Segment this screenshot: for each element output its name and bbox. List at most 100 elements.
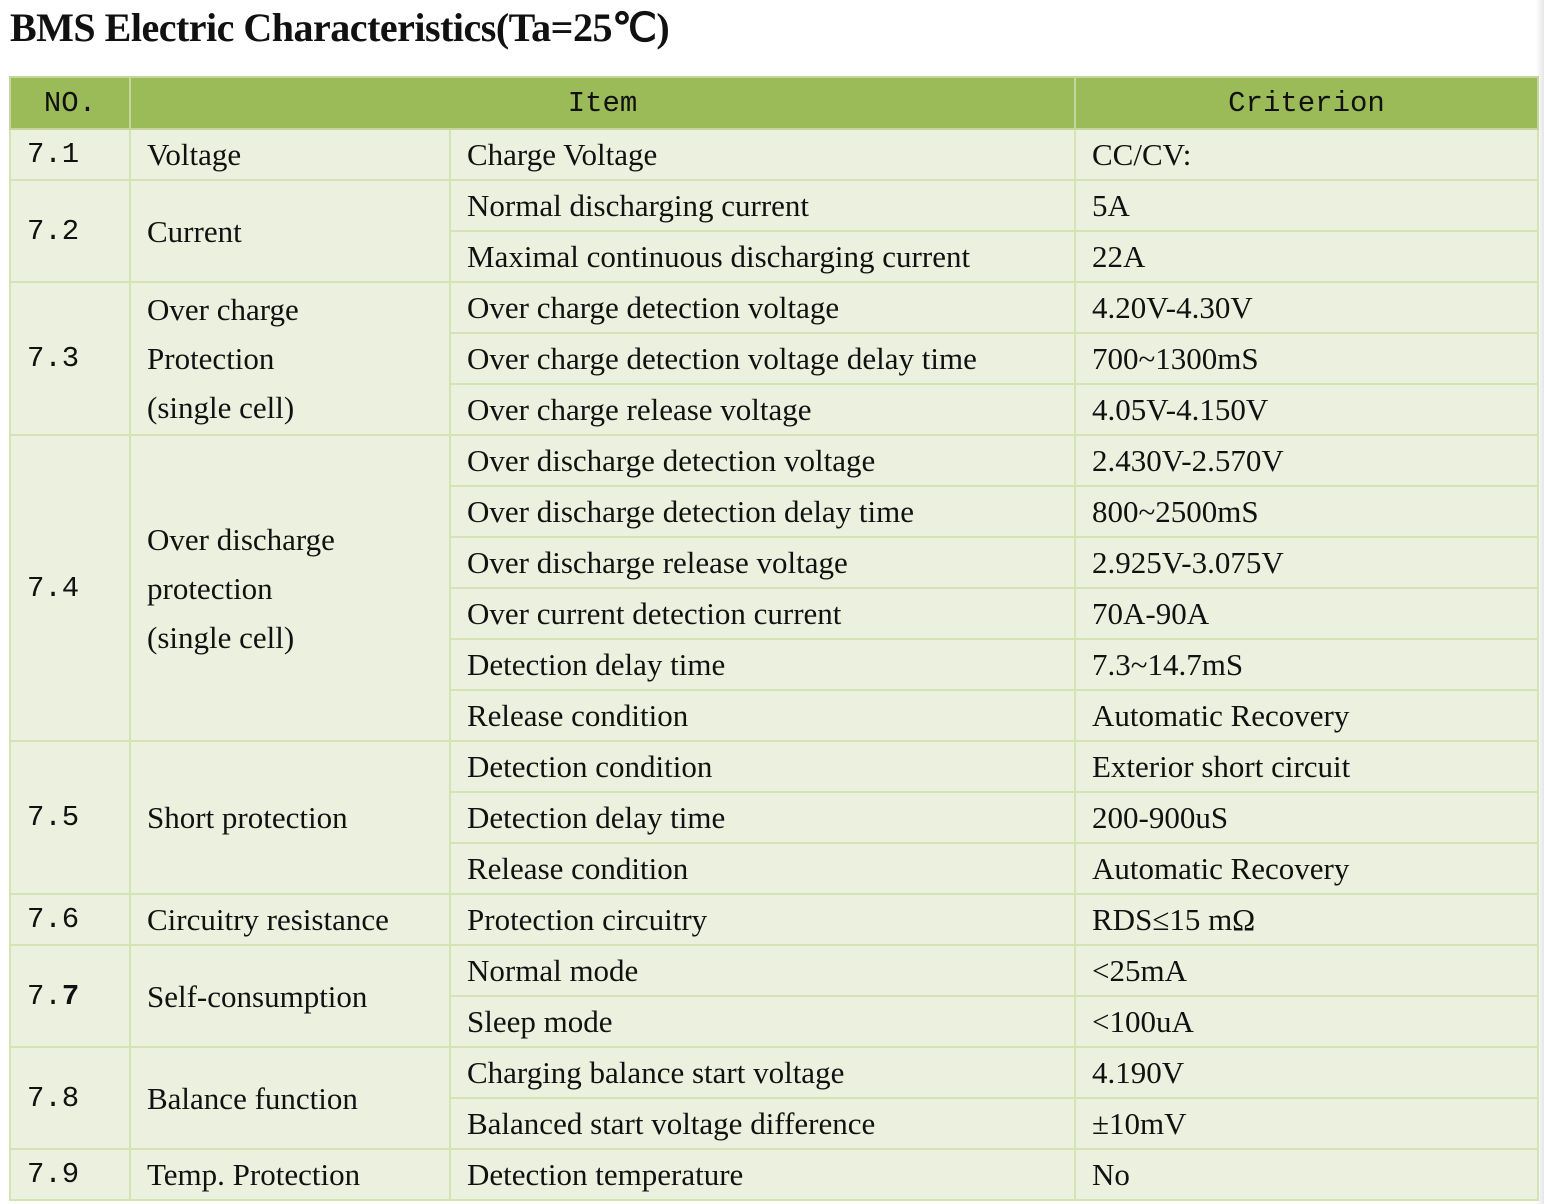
header-no: NO.	[9, 76, 131, 130]
table-row: Balanced start voltage difference ±10mV	[10, 1097, 1539, 1150]
group-label-line: Self-consumption	[147, 978, 368, 1014]
item-cell: Over discharge release voltage	[449, 536, 1076, 589]
criterion-cell: No	[1074, 1148, 1539, 1201]
criterion-cell: <25mA	[1074, 944, 1539, 997]
group-label: Short protection	[129, 740, 451, 895]
item-cell: Over charge detection voltage	[449, 281, 1076, 334]
page-edge-shadow	[1536, 0, 1544, 1204]
criterion-cell: 4.05V-4.150V	[1074, 383, 1539, 436]
group-label-line: Current	[147, 213, 242, 249]
criterion-cell: 22A	[1074, 230, 1539, 283]
table-row: 7.2 Current Normal discharging current 5A	[9, 179, 1539, 283]
group-label: Balance function	[129, 1046, 451, 1150]
item-cell: Over current detection current	[449, 587, 1076, 640]
item-cell: Release condition	[449, 689, 1076, 742]
item-cell: Detection condition	[449, 740, 1076, 793]
criterion-cell: ±10mV	[1074, 1097, 1539, 1150]
group-label-line: (single cell)	[147, 390, 295, 425]
row-number-bold-digit: 7	[61, 979, 80, 1013]
group-label: Over discharge protection (single cell)	[129, 434, 451, 742]
criterion-cell: 200-900uS	[1074, 791, 1539, 844]
criterion-cell: Automatic Recovery	[1074, 689, 1539, 742]
table-row: Maximal continuous discharging current 22…	[10, 230, 1539, 283]
item-cell: Charge Voltage	[449, 128, 1076, 181]
group-label-line: Protection	[147, 341, 275, 376]
group-label: Current	[129, 179, 451, 283]
group-label-line: Voltage	[147, 137, 242, 172]
criterion-cell: 5A	[1074, 179, 1539, 232]
group-label-line: Temp. Protection	[147, 1157, 361, 1192]
table-row: Over discharge detection delay time 800~2…	[10, 485, 1539, 538]
group-label: Voltage	[129, 128, 451, 181]
bms-characteristics-table: NO. Item Criterion 7.1 Voltage Charge Volt…	[9, 76, 1539, 1201]
table-row: Over discharge release voltage 2.925V-3.0…	[10, 536, 1539, 589]
group-label: Over charge Protection (single cell)	[129, 281, 451, 436]
table-row: Release condition Automatic Recovery	[10, 842, 1539, 895]
table-row: 7.6 Circuitry resistance Protection circui…	[9, 893, 1539, 946]
row-number: 7.3	[9, 281, 131, 436]
criterion-cell: 700~1300mS	[1074, 332, 1539, 385]
criterion-cell: CC/CV:	[1074, 128, 1539, 181]
table-row: 7.4 Over discharge protection (single cell)…	[9, 434, 1539, 742]
criterion-cell: Exterior short circuit	[1074, 740, 1539, 793]
item-cell: Detection delay time	[449, 638, 1076, 691]
table-row: Detection delay time 200-900uS	[10, 791, 1539, 844]
row-number: 7.1	[9, 128, 131, 181]
page-title: BMS Electric Characteristics(Ta=25℃)	[10, 5, 670, 50]
table-row: Over current detection current 70A-90A	[10, 587, 1539, 640]
item-cell: Charging balance start voltage	[449, 1046, 1076, 1099]
group-label: Temp. Protection	[129, 1148, 451, 1201]
criterion-cell: 4.20V-4.30V	[1074, 281, 1539, 334]
table-row: Over charge release voltage 4.05V-4.150V	[10, 383, 1539, 436]
table-row: Release condition Automatic Recovery	[10, 689, 1539, 742]
item-cell: Sleep mode	[449, 995, 1076, 1048]
criterion-cell: <100uA	[1074, 995, 1539, 1048]
table-row: 7.3 Over charge Protection (single cell) Ove…	[9, 281, 1539, 436]
table-row: 7.8 Balance function Charging balance star…	[9, 1046, 1539, 1150]
item-cell: Over charge detection voltage delay time	[449, 332, 1076, 385]
row-number: 7.2	[9, 179, 131, 283]
table-row: 7.7 Self-consumption Normal mode <25mA	[9, 944, 1539, 1048]
table-row: Sleep mode <100uA	[10, 995, 1539, 1048]
row-number: 7.8	[9, 1046, 131, 1150]
item-cell: Over charge release voltage	[449, 383, 1076, 436]
group-label-line: Over discharge	[147, 521, 335, 557]
header-criterion: Criterion	[1074, 76, 1539, 130]
group-label-line: Over charge	[147, 292, 299, 327]
group-label-line: Short protection	[147, 800, 348, 835]
item-cell: Maximal continuous discharging current	[449, 230, 1076, 283]
criterion-cell: 800~2500mS	[1074, 485, 1539, 538]
table-row: 7.9 Temp. Protection Detection temperature…	[9, 1148, 1539, 1201]
item-cell: Over discharge detection voltage	[449, 434, 1076, 487]
criterion-cell: RDS≤15 mΩ	[1074, 893, 1539, 946]
criterion-cell: 2.430V-2.570V	[1074, 434, 1539, 487]
item-cell: Normal discharging current	[449, 179, 1076, 232]
table-row: Over charge detection voltage delay time…	[10, 332, 1539, 385]
row-number: 7.4	[9, 434, 131, 742]
row-number: 7.5	[9, 740, 131, 895]
table-row: 7.5 Short protection Detection condition Ex…	[9, 740, 1539, 895]
item-cell: Detection temperature	[449, 1148, 1076, 1201]
criterion-cell: 7.3~14.7mS	[1074, 638, 1539, 691]
group-label-line: Balance function	[147, 1080, 358, 1116]
item-cell: Over discharge detection delay time	[449, 485, 1076, 538]
row-number: 7.7	[9, 944, 131, 1048]
criterion-cell: 2.925V-3.075V	[1074, 536, 1539, 589]
group-label: Self-consumption	[129, 944, 451, 1048]
header-item: Item	[129, 76, 1076, 130]
group-label-line: protection	[147, 570, 273, 606]
table-row: 7.1 Voltage Charge Voltage CC/CV:	[9, 128, 1539, 181]
table-body: 7.1 Voltage Charge Voltage CC/CV: 7.2 Current…	[9, 128, 1539, 1201]
group-label-line: (single cell)	[147, 619, 295, 655]
criterion-cell: Automatic Recovery	[1074, 842, 1539, 895]
row-number: 7.6	[9, 893, 131, 946]
item-cell: Balanced start voltage difference	[449, 1097, 1076, 1150]
item-cell: Protection circuitry	[449, 893, 1076, 946]
criterion-cell: 70A-90A	[1074, 587, 1539, 640]
item-cell: Release condition	[449, 842, 1076, 895]
table-header-row: NO. Item Criterion	[9, 76, 1539, 130]
criterion-cell: 4.190V	[1074, 1046, 1539, 1099]
item-cell: Detection delay time	[449, 791, 1076, 844]
group-label: Circuitry resistance	[129, 893, 451, 946]
table-row: Detection delay time 7.3~14.7mS	[10, 638, 1539, 691]
